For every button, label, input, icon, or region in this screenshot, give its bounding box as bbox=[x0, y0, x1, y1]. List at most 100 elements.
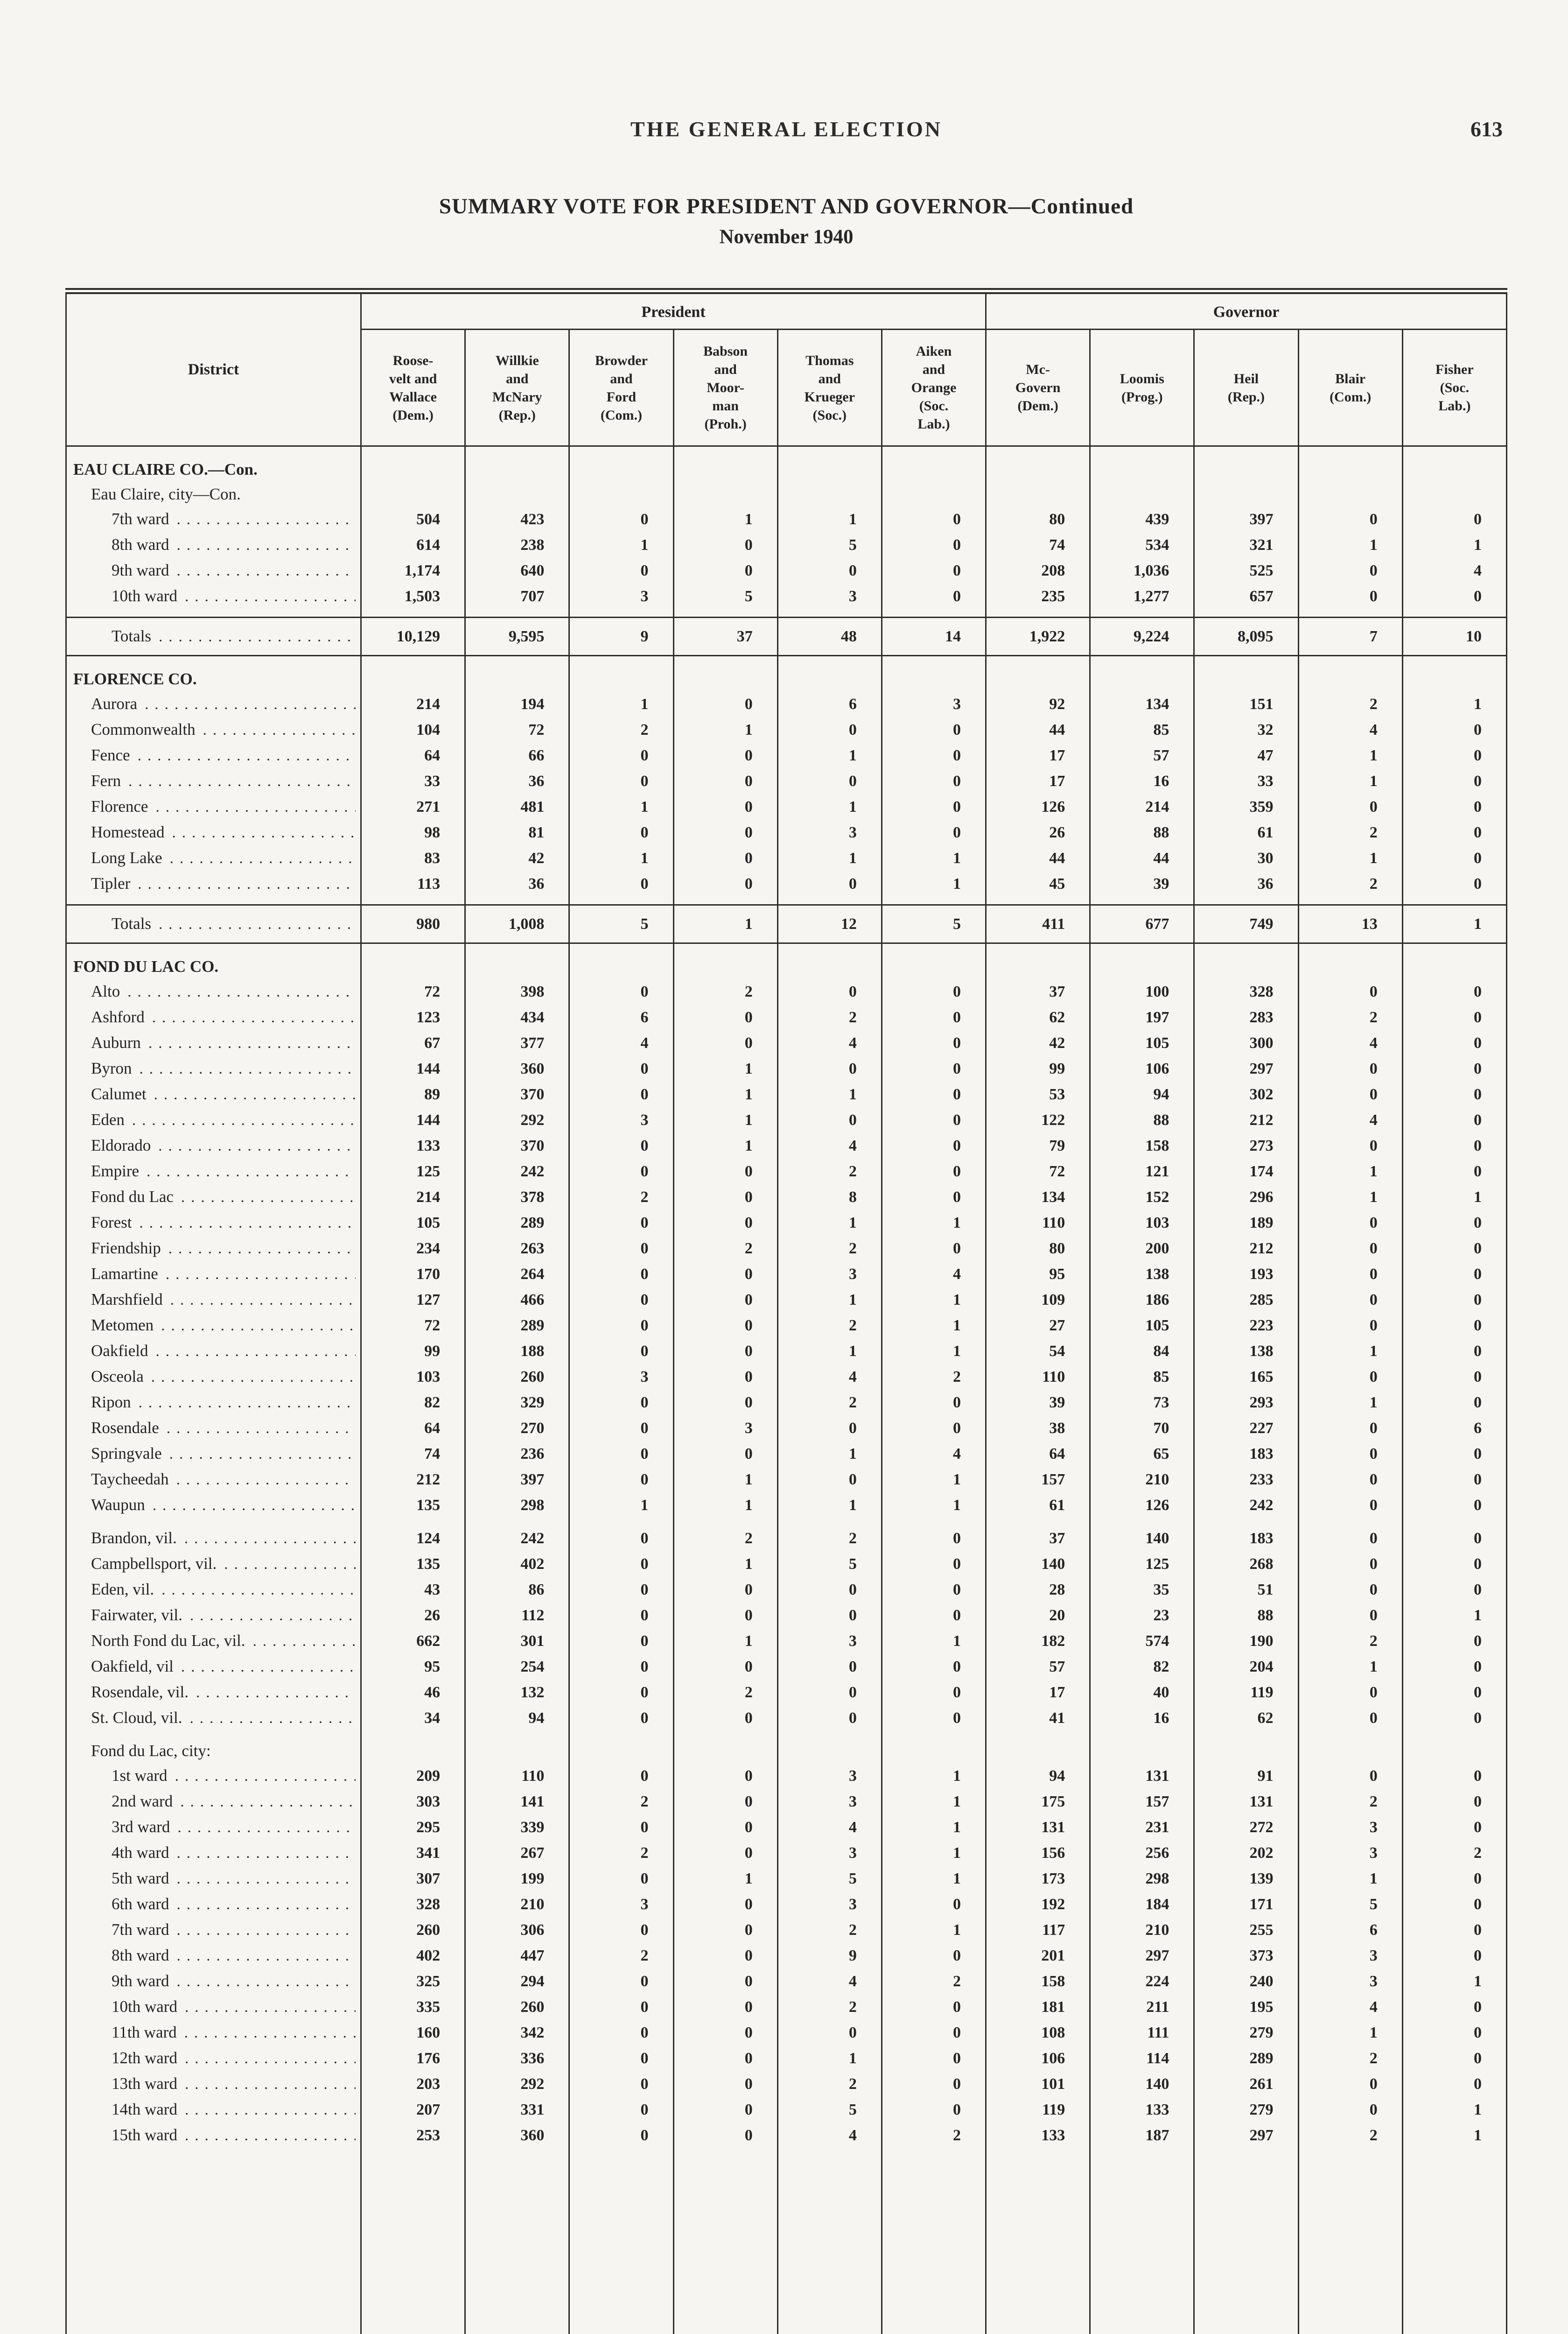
table-row: 6th ward................................… bbox=[66, 1891, 1507, 1917]
value-cell: 0 bbox=[1401, 1441, 1507, 1467]
value-cell: 4 bbox=[1297, 1107, 1403, 1133]
table-row: Homestead...............................… bbox=[66, 820, 1507, 845]
dot-leader: ........................................… bbox=[184, 588, 356, 605]
value-cell: 0 bbox=[1401, 506, 1507, 532]
value-cell: 0 bbox=[672, 820, 778, 845]
value-cell bbox=[777, 1731, 882, 1763]
value-cell: 0 bbox=[568, 1680, 674, 1705]
value-cell: 0 bbox=[1297, 794, 1403, 820]
value-cell: 183 bbox=[1193, 1518, 1299, 1551]
value-cell: 2 bbox=[777, 1005, 882, 1030]
value-cell: 33 bbox=[1193, 768, 1299, 794]
spacer-cell bbox=[1401, 2148, 1507, 2334]
table-row: 2nd ward................................… bbox=[66, 1789, 1507, 1814]
dot-leader: ........................................… bbox=[176, 1896, 356, 1913]
district-label: 2nd ward bbox=[112, 1792, 173, 1810]
district-label: Fairwater, vil. bbox=[91, 1606, 182, 1624]
value-cell: 0 bbox=[1401, 1705, 1507, 1731]
district-label: Ripon bbox=[91, 1393, 131, 1411]
value-cell: 138 bbox=[1089, 1261, 1194, 1287]
value-cell: 0 bbox=[881, 1943, 986, 1968]
district-cell: 8th ward................................… bbox=[66, 1943, 361, 1968]
value-cell bbox=[1401, 446, 1507, 482]
value-cell: 123 bbox=[360, 1005, 465, 1030]
value-cell: 4 bbox=[777, 1030, 882, 1056]
value-cell: 3 bbox=[1297, 1943, 1403, 1968]
value-cell: 0 bbox=[568, 1056, 674, 1082]
value-cell: 45 bbox=[985, 871, 1090, 897]
value-cell: 0 bbox=[1297, 1313, 1403, 1338]
district-cell: 11th ward...............................… bbox=[66, 2020, 361, 2046]
value-cell: 64 bbox=[360, 1415, 465, 1441]
value-cell: 0 bbox=[1401, 820, 1507, 845]
district-cell-content: Florence................................… bbox=[91, 794, 360, 820]
value-cell: 0 bbox=[672, 1159, 778, 1184]
district-cell-content: 12th ward...............................… bbox=[112, 2046, 360, 2071]
district-label: 12th ward bbox=[112, 2049, 177, 2067]
value-cell: 1 bbox=[1401, 1184, 1507, 1210]
table-row: Brandon, vil............................… bbox=[66, 1518, 1507, 1551]
value-cell: 0 bbox=[1297, 1133, 1403, 1159]
spacer-cell bbox=[672, 2148, 778, 2334]
value-cell bbox=[360, 482, 465, 506]
value-cell: 481 bbox=[464, 794, 569, 820]
value-cell: 1 bbox=[777, 1210, 882, 1236]
value-cell: 80 bbox=[985, 1236, 1090, 1261]
district-cell: Eau Claire, city—Con. bbox=[66, 482, 361, 506]
value-cell: 402 bbox=[360, 1943, 465, 1968]
table-row: Taycheedah..............................… bbox=[66, 1467, 1507, 1492]
value-cell: 0 bbox=[777, 1705, 882, 1731]
value-cell: 4 bbox=[777, 1364, 882, 1390]
district-cell-content: Eden, vil...............................… bbox=[91, 1577, 360, 1603]
spacer-cell bbox=[881, 609, 986, 618]
value-cell: 657 bbox=[1193, 584, 1299, 609]
value-cell: 240 bbox=[1193, 1968, 1299, 1994]
value-cell: 534 bbox=[1089, 532, 1194, 558]
spacer-cell bbox=[568, 897, 674, 905]
district-cell: Fern....................................… bbox=[66, 768, 361, 794]
value-cell: 44 bbox=[985, 717, 1090, 743]
value-cell: 0 bbox=[881, 2071, 986, 2097]
value-cell: 38 bbox=[985, 1415, 1090, 1441]
value-cell: 2 bbox=[1297, 820, 1403, 845]
dot-leader: ........................................… bbox=[147, 1163, 356, 1180]
value-cell: 0 bbox=[1297, 1364, 1403, 1390]
district-cell-content: Lamartine...............................… bbox=[91, 1261, 360, 1287]
value-cell: 0 bbox=[672, 691, 778, 717]
district-label: Campbellsport, vil. bbox=[91, 1554, 217, 1573]
district-label: 3rd ward bbox=[112, 1818, 170, 1836]
district-cell-content: Waupun..................................… bbox=[91, 1492, 360, 1518]
table-row: Alto....................................… bbox=[66, 979, 1507, 1005]
district-cell: Metomen.................................… bbox=[66, 1313, 361, 1338]
value-cell: 0 bbox=[1297, 1518, 1403, 1551]
value-cell: 0 bbox=[672, 1364, 778, 1390]
spacer-row bbox=[66, 609, 1507, 618]
value-cell: 397 bbox=[464, 1467, 569, 1492]
district-label: Rosendale bbox=[91, 1419, 159, 1437]
value-cell: 0 bbox=[568, 1814, 674, 1840]
district-cell: Ashford.................................… bbox=[66, 1005, 361, 1030]
value-cell: 0 bbox=[568, 979, 674, 1005]
value-cell: 1 bbox=[1401, 1968, 1507, 1994]
value-cell: 140 bbox=[1089, 2071, 1194, 2097]
value-cell: 242 bbox=[1193, 1492, 1299, 1518]
value-cell: 1 bbox=[568, 1492, 674, 1518]
district-cell: 9th ward................................… bbox=[66, 1968, 361, 1994]
value-cell: 2 bbox=[568, 1840, 674, 1866]
value-cell: 14 bbox=[881, 617, 986, 656]
value-cell: 57 bbox=[985, 1654, 1090, 1680]
value-cell: 0 bbox=[672, 1705, 778, 1731]
value-cell: 94 bbox=[1089, 1082, 1194, 1107]
district-cell-content: Brandon, vil............................… bbox=[91, 1526, 360, 1551]
value-cell: 80 bbox=[985, 506, 1090, 532]
page-number: 613 bbox=[1470, 117, 1503, 141]
value-cell bbox=[672, 482, 778, 506]
dot-leader: ........................................… bbox=[169, 1446, 356, 1462]
district-cell: Florence................................… bbox=[66, 794, 361, 820]
value-cell bbox=[881, 1731, 986, 1763]
district-label: Commonwealth bbox=[91, 720, 196, 738]
district-label: 13th ward bbox=[112, 2074, 177, 2093]
value-cell: 0 bbox=[881, 717, 986, 743]
dot-leader: ........................................… bbox=[155, 799, 356, 815]
value-cell: 182 bbox=[985, 1628, 1090, 1654]
